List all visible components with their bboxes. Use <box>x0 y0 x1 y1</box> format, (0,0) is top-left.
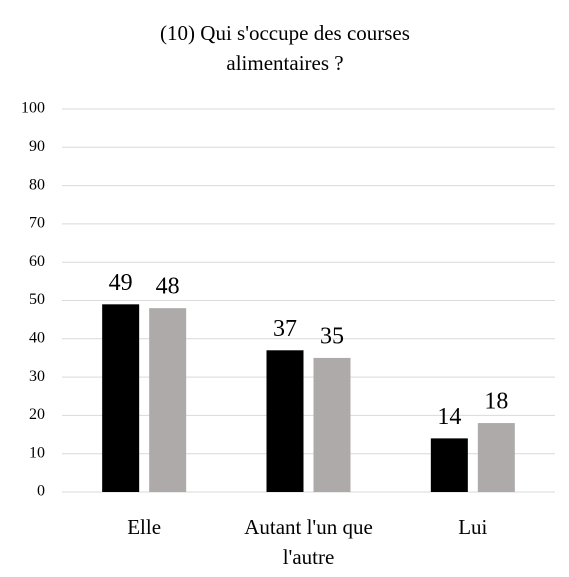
data-label: 48 <box>156 274 180 300</box>
y-tick-label: 20 <box>29 406 45 423</box>
y-tick-label: 10 <box>29 444 45 461</box>
bar <box>477 423 515 492</box>
y-tick-label: 60 <box>29 253 45 270</box>
x-tick-label: Lui <box>458 515 488 539</box>
data-label: 14 <box>437 404 461 430</box>
y-tick-label: 0 <box>37 483 45 500</box>
y-tick-label: 50 <box>29 291 45 308</box>
bar <box>102 304 140 492</box>
bar <box>266 350 304 492</box>
data-label: 35 <box>320 323 344 349</box>
y-tick-label: 90 <box>29 138 45 155</box>
x-tick-label: Autant l'un que l'autre <box>244 515 373 569</box>
chart-title: (10) Qui s'occupe des courses alimentair… <box>160 21 410 75</box>
y-tick-label: 40 <box>29 329 45 346</box>
bar <box>149 308 187 492</box>
y-tick-label: 30 <box>29 368 45 385</box>
x-tick-label: Elle <box>127 515 162 539</box>
data-label: 49 <box>109 270 133 296</box>
y-tick-label: 100 <box>21 100 45 117</box>
y-tick-label: 70 <box>29 215 45 232</box>
y-tick-label: 80 <box>29 176 45 193</box>
data-label: 18 <box>484 389 508 415</box>
bar <box>430 438 468 492</box>
bar <box>313 357 351 492</box>
data-label: 37 <box>273 316 297 342</box>
